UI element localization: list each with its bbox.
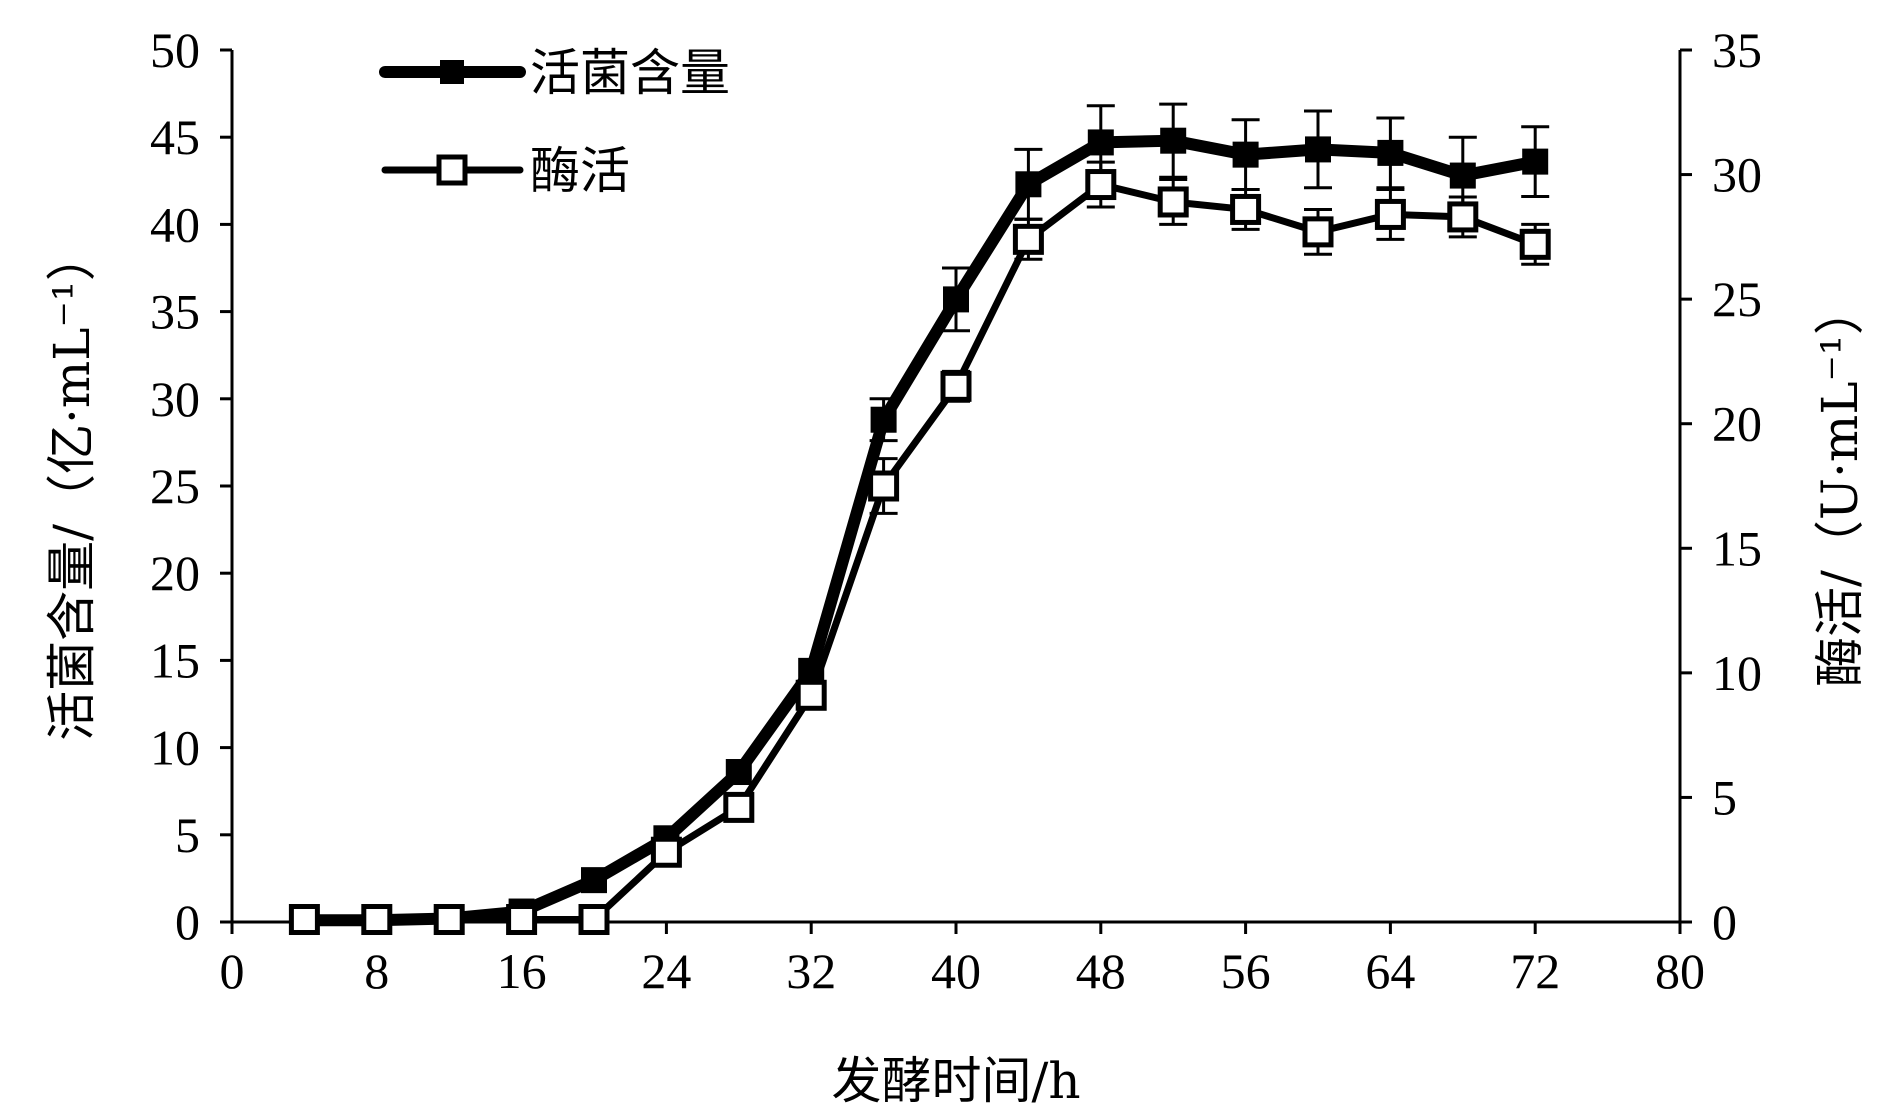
x-tick-label: 72 [1510, 943, 1560, 999]
point-open-square [1230, 193, 1262, 225]
point-filled-square [798, 657, 825, 684]
x-tick-label: 48 [1076, 943, 1126, 999]
point-filled-square [1232, 141, 1259, 168]
point-filled-square [1522, 148, 1549, 175]
y-axis-right-title: 酶活/（U·mL⁻¹） [1811, 285, 1869, 687]
y-right-tick-label: 25 [1712, 271, 1762, 327]
point-filled-square [1305, 136, 1331, 163]
y-right-tick-label: 0 [1712, 894, 1737, 950]
legend-label-2: 酶活 [530, 142, 630, 200]
point-open-square [940, 370, 972, 402]
point-filled-square [870, 406, 897, 433]
point-open-square [1085, 169, 1117, 201]
y-left-tick-label: 45 [150, 109, 200, 165]
point-open-square [1012, 223, 1044, 255]
point-open-square [1519, 228, 1551, 260]
y-left-tick-label: 30 [150, 371, 200, 427]
point-open-square [506, 904, 538, 936]
x-tick-label: 16 [497, 943, 547, 999]
point-open-square [1447, 201, 1479, 233]
point-open-square [433, 904, 465, 936]
legend-marker-filled-square [440, 60, 464, 84]
x-axis-title: 发酵时间/h [831, 1052, 1080, 1110]
y-left-tick-label: 20 [150, 545, 200, 601]
y-axis-left-title: 活菌含量/（亿·mL⁻¹） [43, 231, 101, 741]
y-left-tick-label: 0 [175, 894, 200, 950]
x-tick-label: 0 [220, 943, 245, 999]
point-open-square [1302, 216, 1334, 248]
point-filled-square [581, 867, 607, 894]
point-filled-square [1377, 139, 1404, 166]
y-right-tick-label: 15 [1712, 520, 1762, 576]
point-open-square [650, 836, 682, 868]
x-tick-label: 56 [1221, 943, 1271, 999]
legend-label-1: 活菌含量 [530, 44, 730, 102]
x-tick-label: 32 [786, 943, 836, 999]
point-open-square [723, 791, 755, 823]
point-open-square [1157, 186, 1189, 218]
x-tick-label: 40 [931, 943, 981, 999]
point-filled-square [1015, 171, 1042, 198]
x-tick-label: 64 [1365, 943, 1415, 999]
legend-marker-open-square [436, 154, 468, 186]
x-tick-label: 24 [641, 943, 691, 999]
point-filled-square [943, 286, 969, 313]
point-open-square [795, 679, 827, 711]
series-markers [288, 127, 1551, 936]
point-open-square [288, 904, 320, 936]
y-left-tick-label: 10 [150, 720, 200, 776]
x-tick-label: 80 [1655, 943, 1705, 999]
point-filled-square [1160, 127, 1187, 154]
y-right-tick-label: 20 [1712, 396, 1762, 452]
series-lines [298, 134, 1542, 927]
y-left-tick-label: 25 [150, 458, 200, 514]
axes: 0 8 16 24 32 40 48 56 64 72 8005101520253035404550… [150, 22, 1762, 999]
point-open-square [1374, 198, 1406, 230]
point-open-square [361, 904, 393, 936]
point-open-square [868, 470, 900, 502]
point-open-square [578, 904, 610, 936]
y-right-tick-label: 30 [1712, 147, 1762, 203]
series-line-2 [300, 181, 1539, 924]
y-left-tick-label: 40 [150, 196, 200, 252]
point-filled-square [725, 759, 752, 786]
point-filled-square [1449, 162, 1476, 189]
y-right-tick-label: 5 [1712, 769, 1737, 825]
y-left-tick-label: 15 [150, 632, 200, 688]
x-tick-label: 8 [364, 943, 389, 999]
series-line-1 [298, 134, 1542, 927]
y-right-tick-label: 35 [1712, 22, 1762, 78]
y-left-tick-label: 35 [150, 284, 200, 340]
y-right-tick-label: 10 [1712, 645, 1762, 701]
y-left-tick-label: 50 [150, 22, 200, 78]
point-filled-square [1087, 129, 1114, 156]
y-left-tick-label: 5 [175, 807, 200, 863]
